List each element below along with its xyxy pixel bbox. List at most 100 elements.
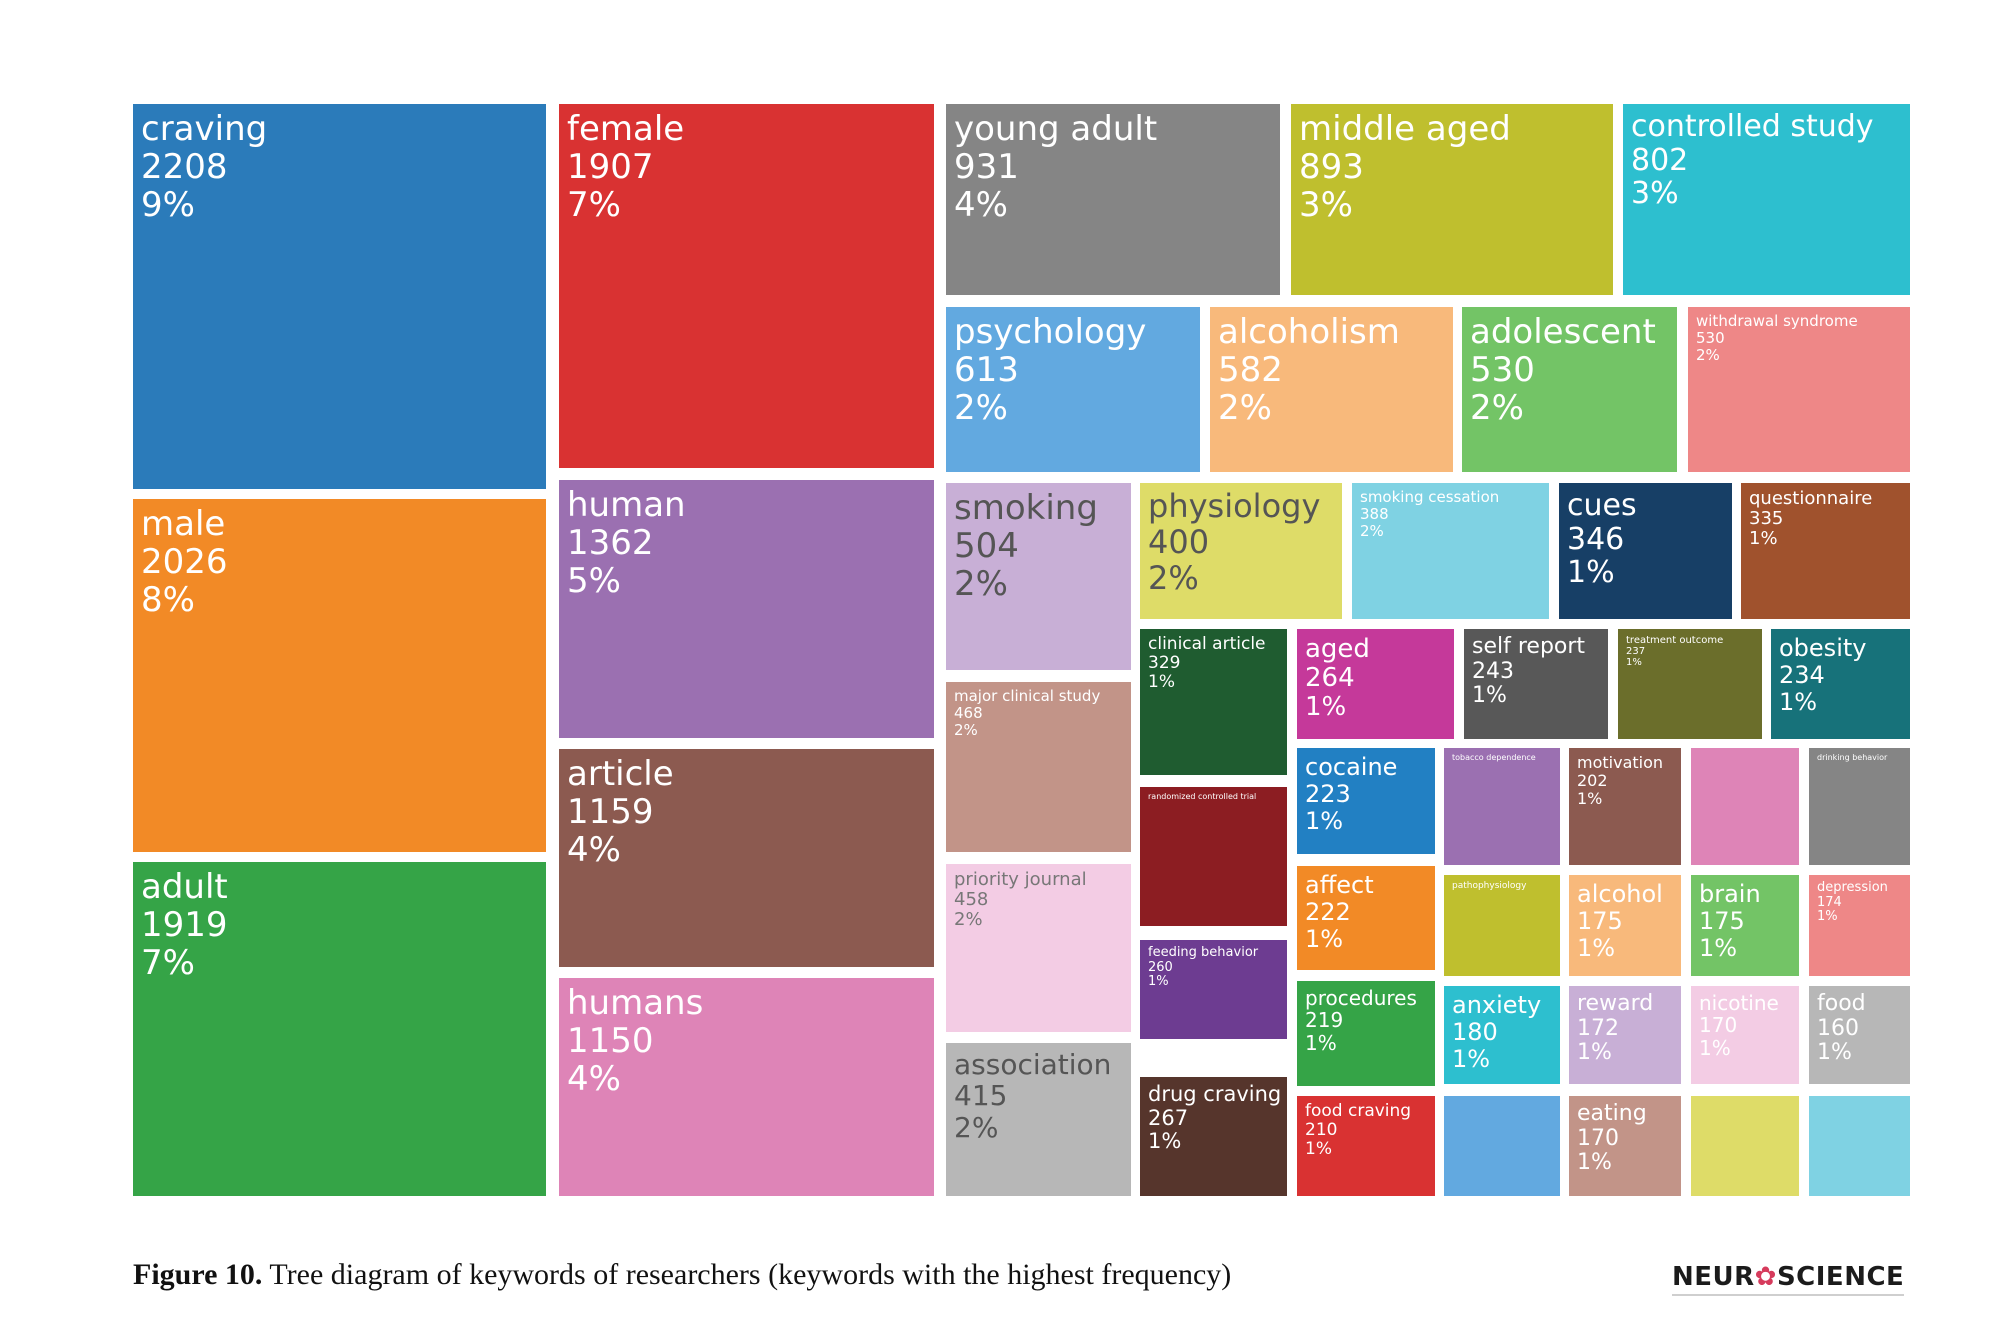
- treemap-tile-pct: 7%: [567, 185, 621, 226]
- treemap-tile: treatment outcome 237 1%: [1618, 629, 1762, 739]
- treemap-tile-pct: 1%: [1452, 1044, 1491, 1073]
- treemap-tile: article 1159 4%: [559, 749, 934, 967]
- treemap-tile: alcoholism 582 2%: [1210, 307, 1453, 472]
- gear-icon: ✿: [1754, 1262, 1777, 1292]
- treemap-tile-pct: 2%: [954, 388, 1008, 429]
- treemap-tile-value: 170: [1577, 1125, 1619, 1151]
- treemap-tile: young adult 931 4%: [946, 104, 1280, 295]
- treemap-tile-pct: 2%: [1360, 521, 1384, 540]
- treemap-tile: affect 222 1%: [1297, 866, 1435, 970]
- treemap-tile-pct: 1%: [1817, 909, 1838, 925]
- treemap-tile-value: 1907: [567, 147, 654, 188]
- treemap-tile-pct: 4%: [567, 1059, 621, 1100]
- treemap-tile-pct: 1%: [1577, 933, 1616, 962]
- treemap-tile: major clinical study 468 2%: [946, 682, 1131, 852]
- treemap-tile: obesity 234 1%: [1771, 629, 1910, 739]
- treemap-tile-label: cocaine: [1305, 753, 1398, 781]
- treemap-tile-label: brain: [1699, 880, 1761, 908]
- treemap-tile: smoking 504 2%: [946, 483, 1131, 670]
- treemap-tile-value: 893: [1299, 147, 1364, 188]
- treemap-tile: [1691, 1096, 1799, 1196]
- treemap-tile-value: 504: [954, 526, 1019, 567]
- treemap-tile: craving 2208 9%: [133, 104, 546, 489]
- treemap-tile-value: 237: [1626, 646, 1646, 658]
- treemap-tile-pct: 1%: [1305, 692, 1347, 723]
- treemap-tile-pct: 3%: [1299, 185, 1353, 226]
- treemap-tile-pct: 1%: [1699, 933, 1738, 962]
- treemap-tile: pathophysiology: [1444, 875, 1560, 976]
- treemap-tile-pct: 1%: [1749, 528, 1778, 550]
- treemap-tile: clinical article 329 1%: [1140, 629, 1287, 775]
- treemap-tile-value: 222: [1305, 897, 1351, 926]
- treemap-tile-pct: 2%: [954, 909, 983, 931]
- treemap-tile-value: 1362: [567, 523, 654, 564]
- treemap-tile-label: tobacco dependence: [1452, 753, 1536, 762]
- treemap-tile-value: 243: [1472, 658, 1514, 684]
- treemap-tile-label: alcoholism: [1218, 312, 1400, 352]
- treemap-tile-pct: 2%: [1148, 558, 1199, 597]
- treemap-tile-label: randomized controlled trial: [1148, 792, 1257, 801]
- treemap-tile-value: 1919: [141, 905, 228, 946]
- treemap-tile: adolescent 530 2%: [1462, 307, 1677, 472]
- treemap-tile-value: 388: [1360, 504, 1389, 523]
- treemap-tile-pct: 1%: [1817, 1040, 1852, 1066]
- treemap-tile-label: food craving: [1305, 1101, 1412, 1121]
- treemap-tile-label: depression: [1817, 880, 1888, 895]
- treemap-tile: motivation 202 1%: [1569, 748, 1681, 865]
- treemap-tile-pct: 1%: [1567, 555, 1615, 591]
- treemap-tile: controlled study 802 3%: [1623, 104, 1910, 295]
- treemap-tile: food 160 1%: [1809, 986, 1910, 1084]
- treemap-tile-pct: 2%: [1470, 388, 1524, 429]
- treemap-tile-label: female: [567, 109, 685, 149]
- treemap-tile-label: eating: [1577, 1101, 1647, 1126]
- treemap-tile-label: treatment outcome: [1626, 635, 1724, 646]
- treemap-tile-pct: 4%: [567, 830, 621, 871]
- treemap-tile: drug craving 267 1%: [1140, 1077, 1287, 1196]
- treemap-tile-value: 613: [954, 350, 1019, 391]
- treemap-tile: nicotine 170 1%: [1691, 986, 1799, 1084]
- treemap-tile: questionnaire 335 1%: [1741, 483, 1910, 619]
- treemap-tile-label: drug craving: [1148, 1082, 1282, 1106]
- treemap-tile-label: questionnaire: [1749, 488, 1873, 509]
- treemap-tile-value: 400: [1148, 522, 1210, 561]
- treemap-tile-pct: 1%: [1626, 657, 1642, 669]
- treemap-tile: aged 264 1%: [1297, 629, 1454, 739]
- treemap-tile-label: motivation: [1577, 753, 1664, 772]
- treemap-tile: psychology 613 2%: [946, 307, 1200, 472]
- treemap-tile-label: association: [954, 1048, 1112, 1081]
- treemap-tile-pct: 4%: [954, 185, 1008, 226]
- treemap-tile-label: male: [141, 504, 226, 544]
- treemap-tile-label: aged: [1305, 634, 1370, 664]
- treemap-tile: randomized controlled trial: [1140, 787, 1287, 926]
- treemap-tile: association 415 2%: [946, 1043, 1131, 1196]
- treemap-tile: human 1362 5%: [559, 480, 934, 738]
- treemap-tile: drinking behavior: [1809, 748, 1910, 865]
- treemap-tile-label: humans: [567, 983, 704, 1023]
- treemap-tile-label: reward: [1577, 991, 1654, 1016]
- treemap-tile-value: 264: [1305, 663, 1355, 694]
- treemap-tile-value: 802: [1631, 142, 1689, 178]
- treemap-tile-pct: 1%: [1699, 1035, 1731, 1060]
- neuroscience-logo: NEUR✿SCIENCE: [1672, 1262, 1905, 1296]
- treemap-tile-pct: 1%: [1779, 687, 1818, 716]
- treemap-tile-value: 223: [1305, 779, 1351, 808]
- treemap-tile: self report 243 1%: [1464, 629, 1608, 739]
- treemap-tile: brain 175 1%: [1691, 875, 1799, 976]
- treemap-tile-pct: 1%: [1305, 806, 1344, 835]
- treemap-tile-value: 175: [1699, 906, 1745, 935]
- treemap-tile-label: major clinical study: [954, 687, 1101, 705]
- treemap-tile: middle aged 893 3%: [1291, 104, 1613, 295]
- treemap-tile-value: 530: [1470, 350, 1535, 391]
- treemap-tile-label: psychology: [954, 312, 1147, 352]
- treemap-tile-label: withdrawal syndrome: [1696, 312, 1858, 330]
- treemap-tile-pct: 1%: [1148, 1129, 1182, 1154]
- treemap-tile-label: controlled study: [1631, 109, 1874, 144]
- treemap-tile-pct: 1%: [1148, 672, 1175, 693]
- figure-caption: Figure 10. Tree diagram of keywords of r…: [133, 1258, 1231, 1292]
- treemap-tile: procedures 219 1%: [1297, 981, 1435, 1086]
- treemap-tile-value: 335: [1749, 508, 1784, 530]
- treemap-tile-label: obesity: [1779, 634, 1867, 662]
- treemap-tile-value: 1159: [567, 792, 654, 833]
- treemap-tile: humans 1150 4%: [559, 978, 934, 1196]
- treemap-tile-value: 931: [954, 147, 1019, 188]
